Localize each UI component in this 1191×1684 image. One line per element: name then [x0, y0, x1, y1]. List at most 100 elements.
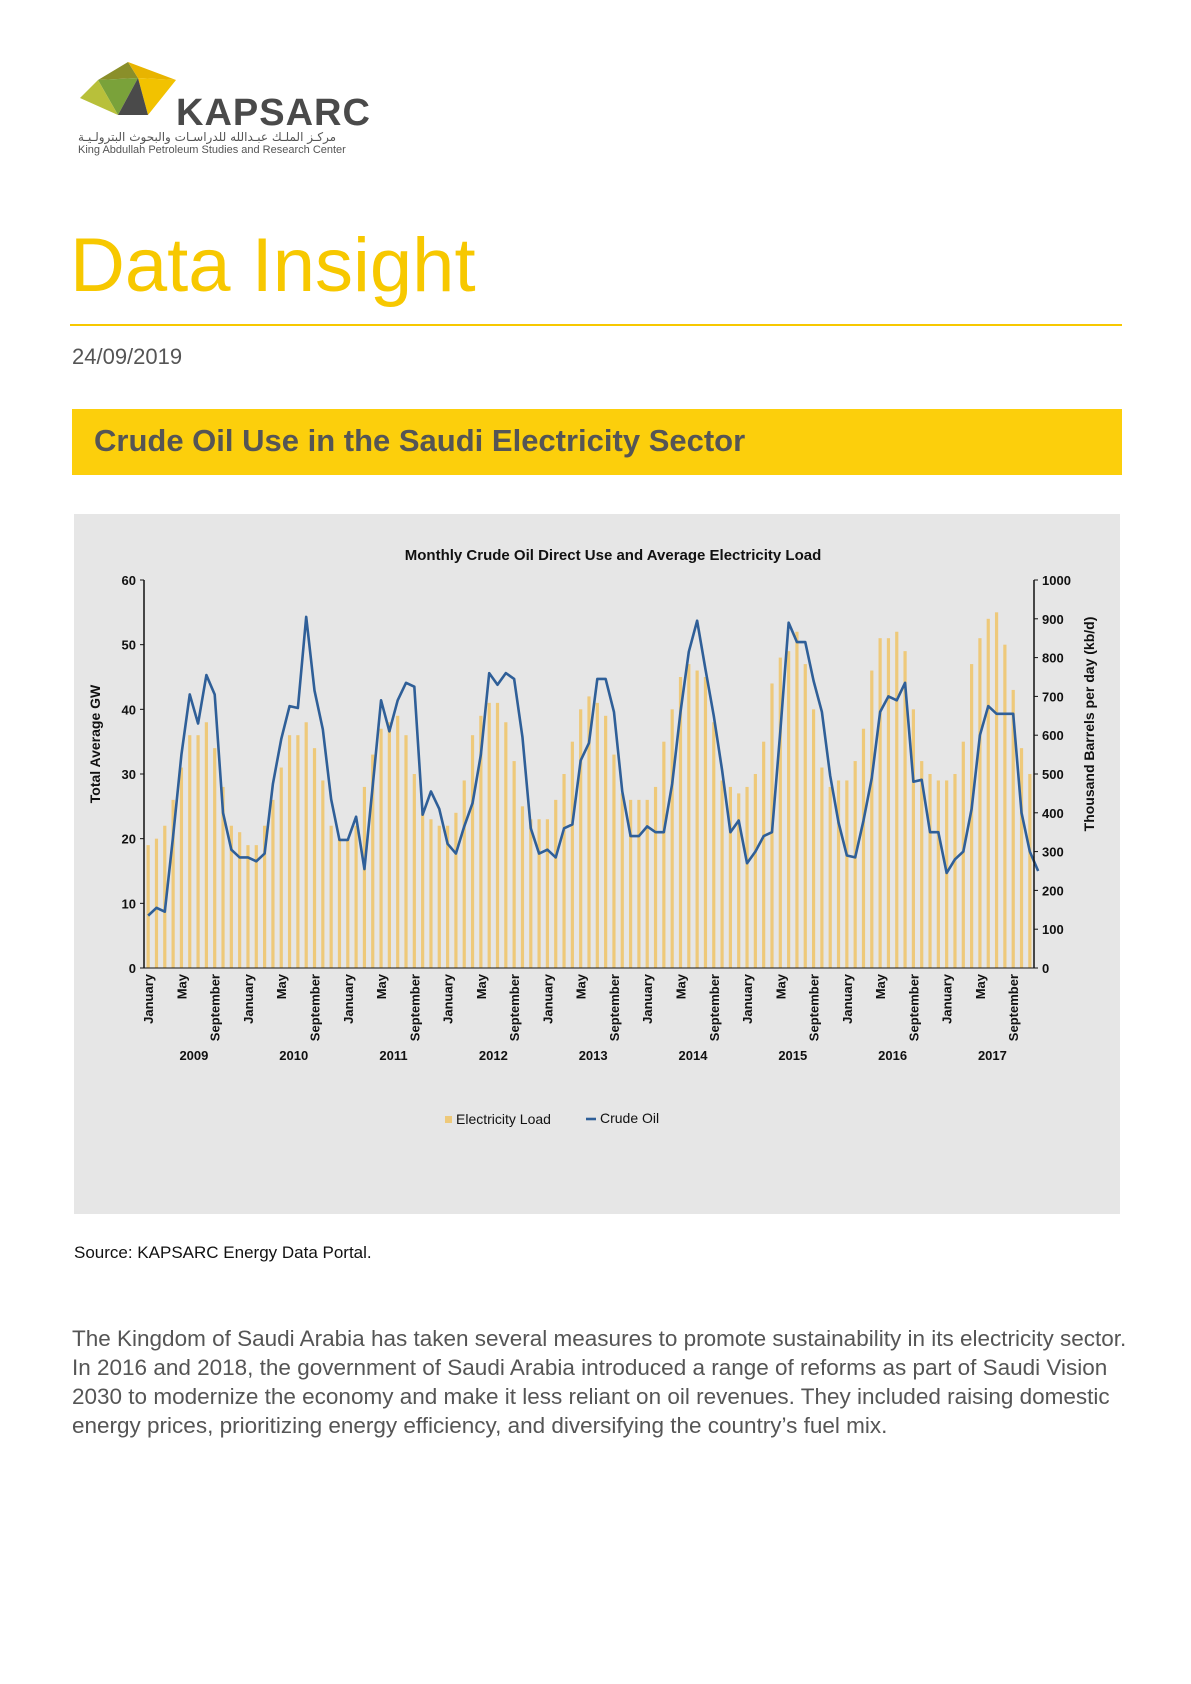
- electricity-load-bar: [512, 761, 516, 968]
- x-month-tick-label: September: [507, 974, 522, 1041]
- chart-svg: Monthly Crude Oil Direct Use and Average…: [87, 547, 1097, 1127]
- body-paragraph: The Kingdom of Saudi Arabia has taken se…: [72, 1326, 1127, 1438]
- electricity-load-bar: [595, 702, 599, 968]
- y-right-tick-label: 900: [1042, 612, 1064, 627]
- electricity-load-bar: [911, 709, 915, 968]
- y-left-tick-label: 60: [122, 573, 136, 588]
- electricity-load-bar: [687, 664, 691, 968]
- x-month-tick-label: January: [441, 973, 456, 1024]
- x-month-tick-label: January: [540, 973, 555, 1024]
- x-month-tick-label: September: [407, 974, 422, 1041]
- electricity-load-bars: [146, 612, 1032, 968]
- electricity-load-bar: [229, 825, 233, 968]
- electricity-load-bar: [437, 825, 441, 968]
- y-left-tick-label: 20: [122, 832, 136, 847]
- electricity-load-bar: [421, 812, 425, 968]
- page-title: Data Insight: [70, 223, 476, 308]
- source-note: Source: KAPSARC Energy Data Portal.: [74, 1243, 372, 1262]
- electricity-load-bar: [529, 819, 533, 968]
- electricity-load-bar: [970, 664, 974, 968]
- logo-arabic-name: مركـز الملـك عبـدالله للدراسـات والبحوث …: [78, 130, 337, 144]
- logo-wordmark: KAPSARC: [176, 92, 371, 134]
- electricity-load-bar: [362, 786, 367, 968]
- electricity-load-bar: [637, 799, 641, 968]
- electricity-load-bar: [811, 709, 816, 968]
- section-banner: Crude Oil Use in the Saudi Electricity S…: [72, 409, 1122, 475]
- publication-date: 24/09/2019: [72, 344, 183, 369]
- electricity-load-bar: [645, 799, 649, 968]
- x-month-tick-label: January: [141, 973, 156, 1024]
- electricity-load-bar: [703, 677, 708, 968]
- electricity-load-bar: [836, 780, 841, 968]
- x-month-tick-label: September: [807, 974, 822, 1041]
- electricity-load-bar: [254, 845, 258, 968]
- crude-oil-line-group: [147, 615, 1040, 917]
- electricity-load-bar: [179, 767, 184, 968]
- electricity-load-bar: [271, 799, 275, 968]
- electricity-load-bar: [504, 722, 508, 968]
- electricity-load-bar: [304, 722, 308, 968]
- chart-axes: 0102030405060010020030040050060070080090…: [122, 573, 1071, 1063]
- electricity-load-bar: [903, 651, 907, 968]
- electricity-load-bar: [670, 709, 674, 968]
- electricity-load-bar: [412, 774, 416, 968]
- electricity-load-bar: [196, 735, 200, 968]
- electricity-load-bar: [728, 786, 732, 968]
- chart-legend: Electricity Load Crude Oil: [445, 1110, 659, 1127]
- electricity-load-bar: [495, 702, 500, 968]
- electricity-load-bar: [520, 806, 525, 968]
- electricity-load-bar: [462, 780, 466, 968]
- x-month-tick-label: January: [840, 973, 855, 1024]
- electricity-load-bar: [221, 786, 225, 968]
- electricity-load-bar: [920, 761, 924, 968]
- x-month-tick-label: January: [341, 973, 356, 1024]
- electricity-load-bar: [1003, 644, 1007, 968]
- y-left-tick-label: 30: [122, 767, 136, 782]
- x-month-tick-label: May: [574, 973, 589, 999]
- y-right-tick-label: 200: [1042, 883, 1064, 898]
- x-month-tick-label: May: [274, 973, 289, 999]
- electricity-load-bar: [487, 702, 491, 968]
- electricity-load-bar: [895, 631, 899, 968]
- x-year-label: 2010: [279, 1048, 308, 1063]
- electricity-load-bar: [604, 715, 608, 968]
- x-month-tick-label: September: [707, 974, 722, 1041]
- x-month-tick-label: May: [973, 973, 988, 999]
- electricity-load-bar: [188, 735, 192, 968]
- electricity-load-bar: [961, 741, 965, 968]
- x-month-tick-label: May: [174, 973, 189, 999]
- electricity-load-bar: [470, 735, 475, 968]
- chart-title: Monthly Crude Oil Direct Use and Average…: [405, 547, 822, 564]
- electricity-load-bar: [986, 618, 990, 968]
- x-month-tick-label: January: [740, 973, 755, 1024]
- electricity-load-bar: [554, 799, 558, 968]
- x-month-tick-label: January: [940, 973, 955, 1024]
- x-year-label: 2014: [679, 1048, 709, 1063]
- legend-label-crude-oil: Crude Oil: [600, 1110, 659, 1126]
- electricity-load-bar: [828, 786, 832, 968]
- electricity-load-bar: [936, 780, 940, 968]
- electricity-load-bar: [429, 819, 433, 968]
- electricity-load-bar: [154, 838, 159, 968]
- electricity-load-bar: [928, 774, 932, 968]
- electricity-load-bar: [312, 748, 317, 968]
- electricity-load-bar: [479, 715, 483, 968]
- electricity-load-bar: [396, 715, 400, 968]
- title-divider: [70, 324, 1122, 326]
- logo-english-name: King Abdullah Petroleum Studies and Rese…: [78, 144, 346, 156]
- x-year-label: 2017: [978, 1048, 1007, 1063]
- electricity-load-bar: [562, 774, 566, 968]
- x-month-tick-label: September: [1006, 974, 1021, 1041]
- electricity-load-bar: [612, 754, 616, 968]
- electricity-load-bar: [787, 651, 791, 968]
- y-left-tick-label: 0: [129, 961, 136, 976]
- y-right-tick-label: 800: [1042, 651, 1064, 666]
- electricity-load-bar: [354, 825, 358, 968]
- y-right-tick-label: 500: [1042, 767, 1064, 782]
- electricity-load-bar: [238, 832, 242, 968]
- y-left-tick-label: 10: [122, 896, 136, 911]
- electricity-load-bar: [753, 774, 757, 968]
- x-year-label: 2013: [579, 1048, 608, 1063]
- electricity-load-bar: [778, 657, 782, 968]
- x-year-label: 2015: [778, 1048, 807, 1063]
